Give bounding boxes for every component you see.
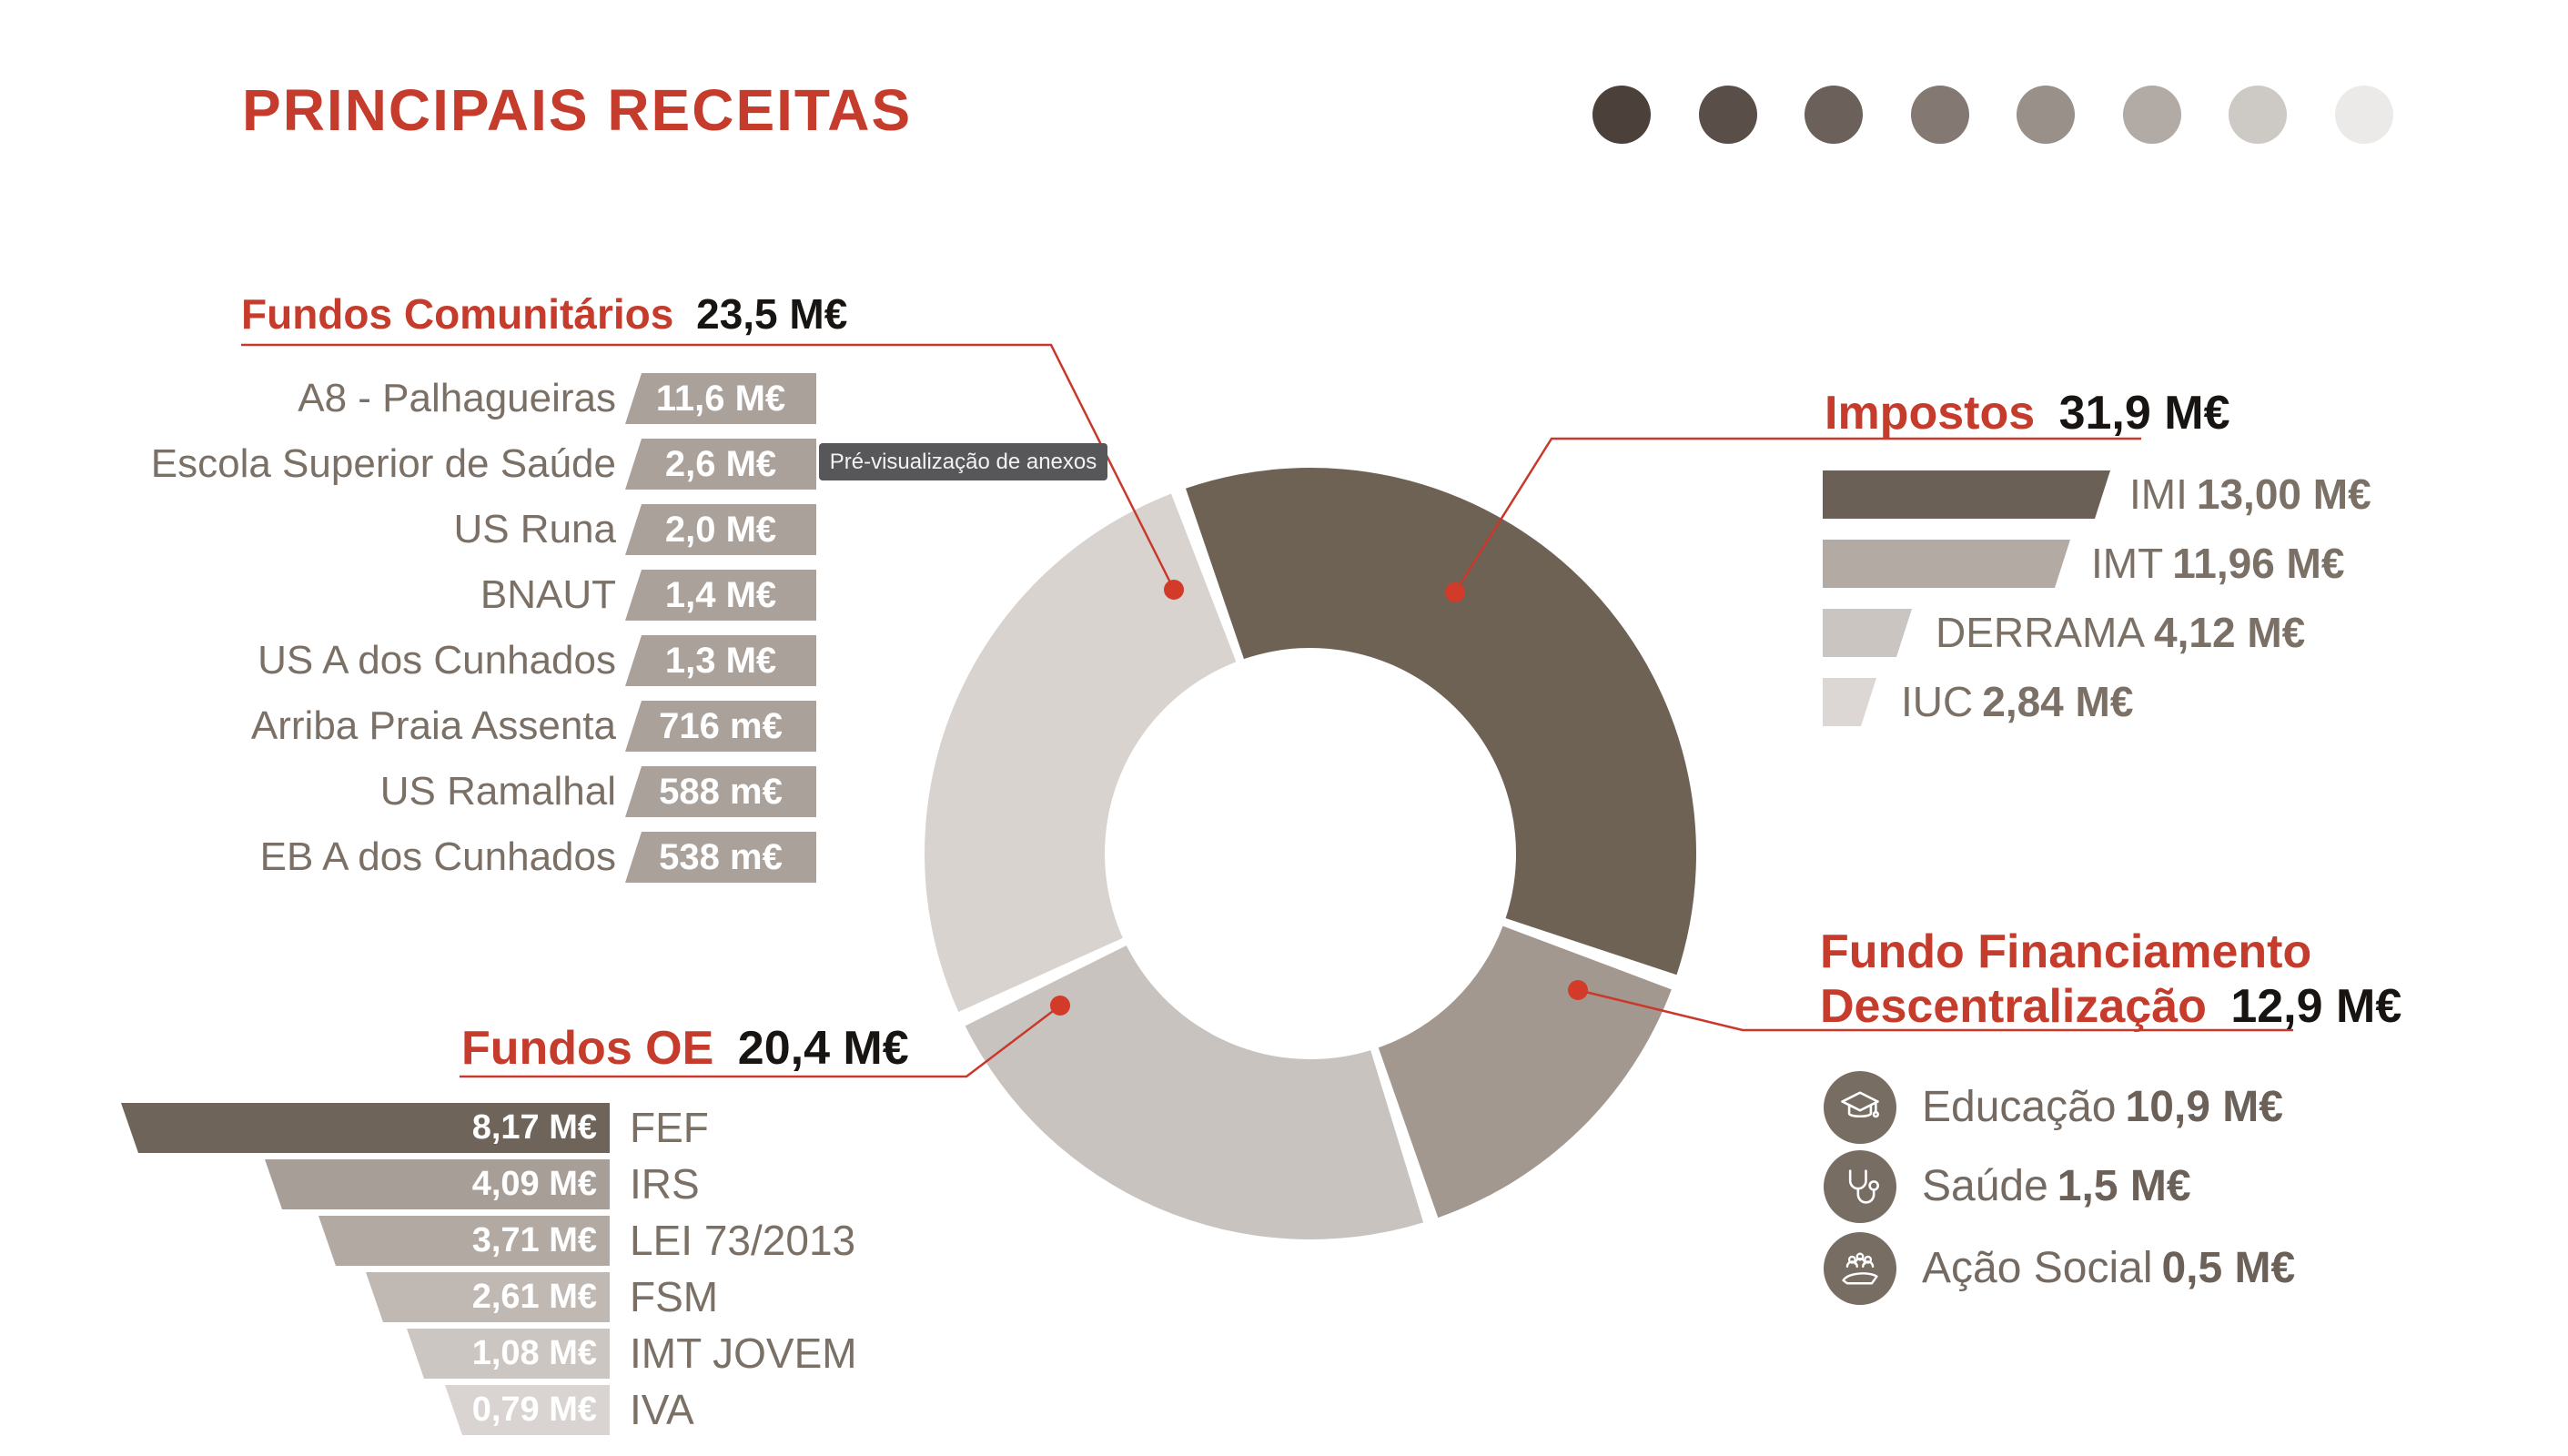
donut-segment-impostos bbox=[1186, 468, 1696, 976]
palette-dot bbox=[1805, 86, 1864, 144]
palette-dot bbox=[2229, 86, 2288, 144]
value-chip: 2,0 M€ bbox=[625, 504, 816, 555]
bar-label: IUC 2,84 M€ bbox=[1901, 678, 2134, 725]
value-chip: 11,6 M€ bbox=[625, 373, 816, 424]
bar-irs: 4,09 M€ bbox=[265, 1159, 610, 1209]
section-header-ffd-line2: Descentralização 12,9 M€ bbox=[1820, 979, 2401, 1034]
bar-iva: 0,79 M€ bbox=[445, 1385, 610, 1435]
palette-dot bbox=[1698, 86, 1757, 144]
value-chip: 2,6 M€ bbox=[625, 439, 816, 490]
bar-label: DERRAMA 4,12 M€ bbox=[1936, 609, 2306, 656]
graduation-cap-icon bbox=[1824, 1071, 1896, 1144]
bar-label: LEI 73/2013 bbox=[630, 1217, 856, 1264]
ffd-item: Educação 10,9 M€ bbox=[1922, 1083, 2283, 1131]
bar-derrama bbox=[1823, 609, 1912, 657]
value-chip: 1,3 M€ bbox=[625, 635, 816, 686]
bar-label: IMT JOVEM bbox=[630, 1330, 857, 1377]
donut-chart bbox=[925, 468, 1696, 1239]
bar-label: FEF bbox=[630, 1104, 709, 1151]
value-chip: 588 m€ bbox=[625, 766, 816, 817]
value-chip: 1,4 M€ bbox=[625, 570, 816, 621]
bar-fsm: 2,61 M€ bbox=[366, 1272, 610, 1322]
palette-dot bbox=[2122, 86, 2181, 144]
palette-dots bbox=[1592, 86, 2393, 146]
section-value: 23,5 M€ bbox=[696, 290, 848, 338]
bar-label: FSM bbox=[630, 1273, 719, 1320]
section-value: 20,4 M€ bbox=[737, 1022, 909, 1075]
bar-imt-jovem: 1,08 M€ bbox=[407, 1329, 610, 1379]
section-value: 12,9 M€ bbox=[2230, 980, 2402, 1033]
palette-dot bbox=[1592, 86, 1651, 144]
bar-label: IMI 13,00 M€ bbox=[2129, 470, 2371, 518]
palette-dot bbox=[2334, 86, 2393, 144]
stethoscope-icon bbox=[1824, 1150, 1896, 1223]
bar-fef: 8,17 M€ bbox=[121, 1103, 610, 1153]
bar-imt bbox=[1823, 540, 2070, 588]
section-title: Impostos bbox=[1825, 387, 2036, 440]
bar-label: IMT 11,96 M€ bbox=[2091, 540, 2345, 587]
section-header-ffd-line1: Fundo Financiamento bbox=[1820, 925, 2312, 978]
ffd-item: Saúde 1,5 M€ bbox=[1922, 1162, 2191, 1210]
bar-label: IRS bbox=[630, 1160, 700, 1208]
value-chip: 538 m€ bbox=[625, 832, 816, 883]
section-title: Descentralização bbox=[1820, 980, 2207, 1033]
donut-segment-fundos-oe bbox=[965, 945, 1424, 1239]
section-title: Fundos Comunitários bbox=[241, 290, 674, 338]
helping-hands-icon bbox=[1824, 1232, 1896, 1305]
list-item-label: EB A dos Cunhados bbox=[259, 834, 616, 879]
section-header-impostos: Impostos 31,9 M€ bbox=[1825, 386, 2229, 440]
donut-segment-fundo-financiamento-descentraliza-o bbox=[1378, 925, 1672, 1218]
list-item-label: Arriba Praia Assenta bbox=[250, 703, 616, 748]
list-item-label: Escola Superior de Saúde bbox=[150, 441, 616, 486]
attachment-preview-tooltip: Pré-visualização de anexos bbox=[819, 443, 1107, 480]
bar-lei: 3,71 M€ bbox=[318, 1216, 610, 1266]
palette-dot bbox=[1910, 86, 1969, 144]
palette-dot bbox=[2017, 86, 2076, 144]
list-item-label: BNAUT bbox=[480, 572, 616, 617]
ffd-item: Ação Social 0,5 M€ bbox=[1922, 1244, 2296, 1292]
bar-label: IVA bbox=[630, 1386, 694, 1433]
bar-imi bbox=[1823, 470, 2110, 519]
section-header-fundos-comunitarios: Fundos Comunitários 23,5 M€ bbox=[241, 289, 847, 339]
page-title: PRINCIPAIS RECEITAS bbox=[242, 77, 913, 143]
bar-iuc bbox=[1823, 678, 1876, 726]
list-item-label: A8 - Palhagueiras bbox=[298, 376, 616, 420]
value-chip: 716 m€ bbox=[625, 701, 816, 752]
list-item-label: US Runa bbox=[453, 507, 616, 551]
list-item-label: US Ramalhal bbox=[379, 769, 616, 814]
section-title: Fundos OE bbox=[461, 1022, 714, 1075]
list-item-label: US A dos Cunhados bbox=[258, 638, 616, 682]
donut-segment-fundos-comunit-rios bbox=[925, 493, 1237, 1012]
section-value: 31,9 M€ bbox=[2058, 387, 2230, 440]
section-header-fundos-oe: Fundos OE 20,4 M€ bbox=[461, 1021, 909, 1076]
